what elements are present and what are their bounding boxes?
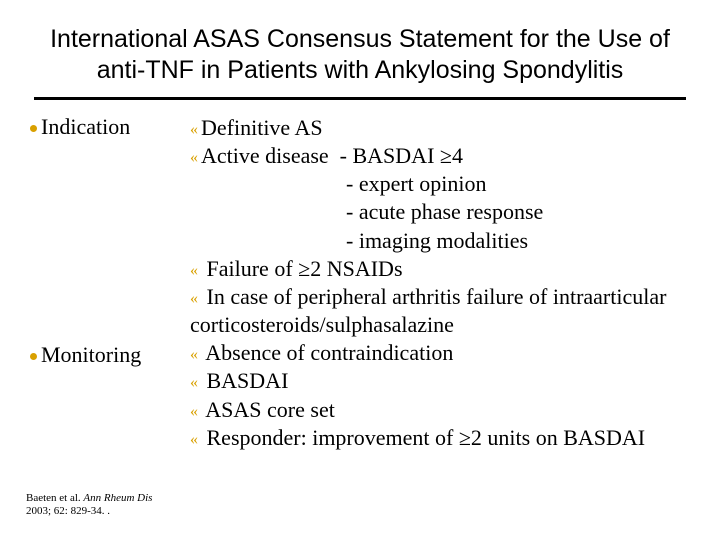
title-underline (34, 97, 686, 100)
bullet-icon (30, 353, 37, 360)
sub-bullet-icon: « (190, 120, 198, 140)
item-text: Failure of ≥2 NSAIDs (207, 256, 403, 281)
item-text: Responder: improvement of ≥2 units on BA… (207, 425, 646, 450)
list-item: « ASAS core set (190, 396, 696, 424)
citation-ref: 2003; 62: 829-34. . (26, 505, 110, 517)
list-item: «Active disease - BASDAI ≥4 (190, 142, 696, 170)
section-monitoring: Monitoring (30, 342, 170, 368)
list-item: « Failure of ≥2 NSAIDs (190, 255, 696, 283)
section-label: Indication (41, 114, 130, 139)
section-label: Monitoring (41, 342, 141, 367)
list-item: «Definitive AS (190, 114, 696, 142)
citation-journal: Ann Rheum Dis (83, 492, 152, 504)
item-text: BASDAI (207, 368, 289, 393)
slide-title: International ASAS Consensus Statement f… (0, 0, 720, 95)
section-indication: Indication (30, 114, 170, 140)
item-text: Absence of contraindication (205, 340, 453, 365)
list-item: « Absence of contraindication (190, 339, 696, 367)
sub-bullet-icon: « (190, 402, 198, 422)
sub-bullet-icon: « (190, 289, 198, 309)
item-text: In case of peripheral arthritis failure … (190, 284, 666, 337)
sub-bullet-icon: « (190, 345, 198, 365)
sub-bullet-icon: « (190, 430, 198, 450)
criteria-text: - imaging modalities (190, 227, 696, 255)
sub-bullet-icon: « (190, 261, 198, 281)
item-text: Definitive AS (201, 115, 323, 140)
item-text: Active disease (201, 143, 329, 168)
list-item: « In case of peripheral arthritis failur… (190, 283, 696, 339)
criteria-text: - acute phase response (190, 198, 696, 226)
list-item: « BASDAI (190, 367, 696, 395)
criteria-text: - BASDAI ≥4 (340, 143, 463, 168)
bullet-icon (30, 125, 37, 132)
citation: Baeten et al. Ann Rheum Dis 2003; 62: 82… (26, 492, 152, 518)
criteria-text: - expert opinion (190, 170, 696, 198)
citation-authors: Baeten et al. (26, 492, 81, 504)
sub-bullet-icon: « (190, 148, 198, 168)
item-text: ASAS core set (205, 397, 335, 422)
content-column: «Definitive AS «Active disease - BASDAI … (190, 114, 696, 452)
sub-bullet-icon: « (190, 373, 198, 393)
list-item: « Responder: improvement of ≥2 units on … (190, 424, 696, 452)
